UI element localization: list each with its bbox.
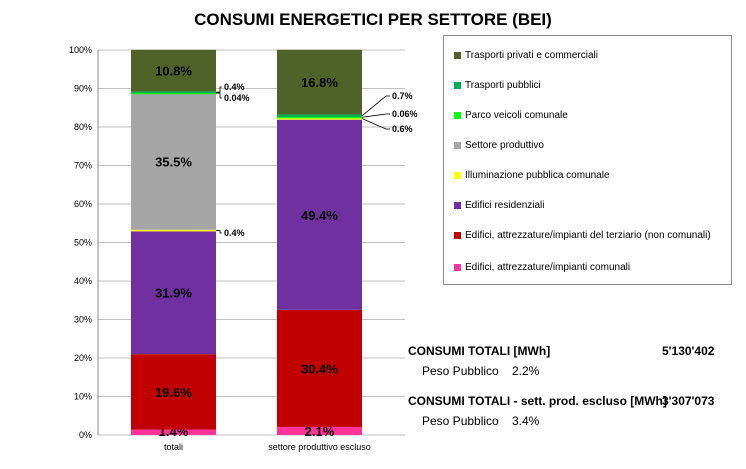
data-label: 49.4% bbox=[301, 208, 338, 223]
y-tick-label: 20% bbox=[74, 353, 92, 363]
bar-segment bbox=[277, 117, 362, 119]
data-label: 2.1% bbox=[305, 424, 335, 439]
bar-segment bbox=[131, 429, 216, 435]
legend-label: Settore produttivo bbox=[465, 140, 544, 151]
legend-item: Edifici, attrezzature/impianti del terzi… bbox=[454, 230, 711, 241]
summary-peso-label-2: Peso Pubblico bbox=[422, 414, 499, 428]
y-tick-label: 100% bbox=[69, 45, 92, 55]
data-label: 0.4% bbox=[224, 82, 245, 92]
data-label: 19.6% bbox=[155, 385, 192, 400]
leader-line bbox=[361, 95, 390, 117]
bar-segment bbox=[277, 426, 362, 435]
x-tick-label: settore produttivo escluso bbox=[268, 442, 371, 452]
legend-label: Edifici, attrezzature/impianti comunali bbox=[465, 262, 631, 273]
data-label: 0.7% bbox=[392, 91, 413, 101]
bar-segment bbox=[277, 119, 362, 310]
y-tick-label: 0% bbox=[79, 430, 92, 440]
bar-segment bbox=[131, 49, 216, 92]
y-tick-label: 70% bbox=[74, 161, 92, 171]
data-label: 30.4% bbox=[301, 361, 338, 376]
y-tick-label: 50% bbox=[74, 238, 92, 248]
data-label: 0.06% bbox=[392, 109, 418, 119]
legend-swatch bbox=[454, 264, 461, 271]
bar-segment bbox=[131, 91, 216, 93]
x-tick-label: totali bbox=[164, 442, 183, 452]
summary-peso-value-2: 3.4% bbox=[512, 414, 540, 428]
bar-segment bbox=[131, 229, 216, 232]
data-label: 16.8% bbox=[301, 75, 338, 90]
summary-total-label: CONSUMI TOTALI [MWh] bbox=[408, 344, 551, 358]
legend-swatch bbox=[454, 112, 461, 119]
bar-segment bbox=[277, 117, 362, 120]
data-label: 10.8% bbox=[155, 64, 192, 79]
y-tick-label: 40% bbox=[74, 276, 92, 286]
data-label: 0.6% bbox=[392, 124, 413, 134]
legend-item: Edifici, attrezzature/impianti comunali bbox=[454, 262, 630, 273]
data-label: 0.4% bbox=[224, 228, 245, 238]
summary-peso-label-1: Peso Pubblico bbox=[422, 364, 499, 378]
legend-swatch bbox=[454, 52, 461, 59]
legend-label: Edifici, attrezzature/impianti del terzi… bbox=[465, 230, 711, 241]
legend-label: Parco veicoli comunale bbox=[465, 110, 568, 121]
leader-line bbox=[361, 113, 390, 118]
legend-swatch bbox=[454, 82, 461, 89]
bar-segment bbox=[131, 354, 216, 430]
leader-line bbox=[216, 230, 222, 234]
bar-segment bbox=[277, 49, 362, 115]
legend-item: Edifici residenziali bbox=[454, 200, 544, 211]
summary-total2-label: CONSUMI TOTALI - sett. prod. escluso [MW… bbox=[408, 394, 667, 408]
legend-item: Parco veicoli comunale bbox=[454, 110, 568, 121]
y-tick-label: 30% bbox=[74, 315, 92, 325]
legend-swatch bbox=[454, 142, 461, 149]
bar-segment bbox=[277, 114, 362, 118]
legend-item: Trasporti pubblici bbox=[454, 80, 541, 91]
y-tick-label: 90% bbox=[74, 84, 92, 94]
data-label: 35.5% bbox=[155, 154, 192, 169]
legend: Trasporti privati e commerciali Trasporti… bbox=[443, 35, 732, 285]
leader-line bbox=[216, 92, 222, 99]
legend-swatch bbox=[454, 202, 461, 209]
legend-item: Trasporti privati e commerciali bbox=[454, 50, 598, 61]
data-label: 31.9% bbox=[155, 286, 192, 301]
bar-segment bbox=[131, 92, 216, 95]
bar-segment bbox=[131, 231, 216, 355]
data-label: 0.04% bbox=[224, 93, 250, 103]
legend-swatch bbox=[454, 232, 461, 239]
y-tick-label: 80% bbox=[74, 122, 92, 132]
y-tick-label: 60% bbox=[74, 199, 92, 209]
legend-swatch bbox=[454, 172, 461, 179]
bar-segment bbox=[277, 309, 362, 427]
legend-label: Trasporti privati e commerciali bbox=[465, 50, 598, 61]
summary-total-value: 5'130'402 bbox=[662, 344, 715, 358]
legend-label: Edifici residenziali bbox=[465, 200, 545, 211]
legend-label: Illuminazione pubblica comunale bbox=[465, 170, 610, 181]
summary-peso-value-1: 2.2% bbox=[512, 364, 540, 378]
chart-title: CONSUMI ENERGETICI PER SETTORE (BEI) bbox=[194, 10, 552, 29]
legend-item: Settore produttivo bbox=[454, 140, 544, 151]
y-tick-label: 10% bbox=[74, 392, 92, 402]
summary-total2-value: 3'307'073 bbox=[662, 394, 715, 408]
leader-line bbox=[216, 86, 222, 93]
leader-line bbox=[361, 118, 390, 130]
legend-item: Illuminazione pubblica comunale bbox=[454, 170, 610, 181]
bar-segment bbox=[131, 93, 216, 230]
legend-label: Trasporti pubblici bbox=[465, 80, 541, 91]
